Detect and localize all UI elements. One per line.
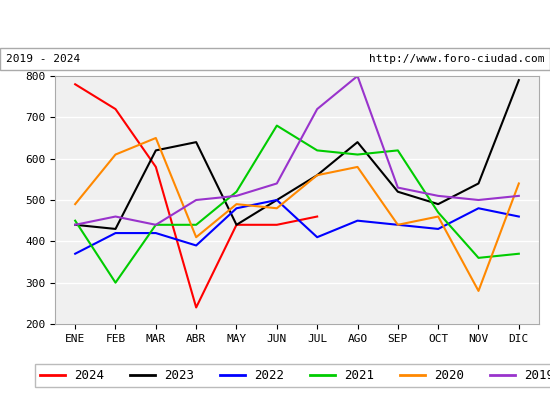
Text: Evolucion Nº Turistas Nacionales en el municipio de Caudete de las Fuentes: Evolucion Nº Turistas Nacionales en el m… [0, 17, 550, 33]
Text: 2019 - 2024: 2019 - 2024 [6, 54, 80, 64]
Legend: 2024, 2023, 2022, 2021, 2020, 2019: 2024, 2023, 2022, 2021, 2020, 2019 [35, 364, 550, 387]
Text: http://www.foro-ciudad.com: http://www.foro-ciudad.com [369, 54, 544, 64]
